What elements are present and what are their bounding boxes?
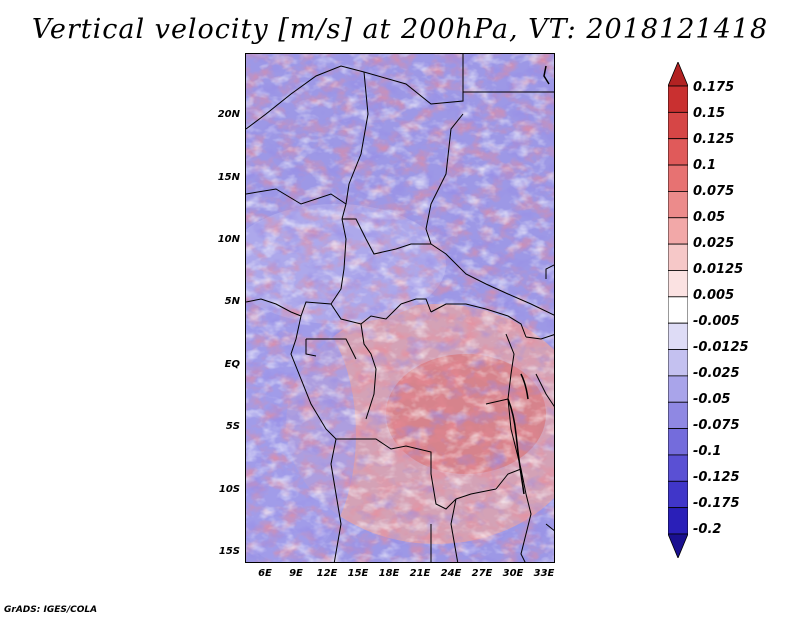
lat-label-10s: 10S [218,484,240,495]
colorbar-label: -0.05 [693,392,731,407]
colorbar-label: -0.075 [693,418,740,433]
colorbar-label: -0.125 [693,470,740,485]
lon-label-27e: 27E [471,568,493,579]
colorbar-swatch [668,454,688,482]
map-field [246,54,554,562]
colorbar-label: 0.125 [693,132,735,147]
lat-label-20n: 20N [217,109,240,120]
colorbar-swatch [668,533,688,558]
colorbar-label: -0.2 [693,522,722,537]
lon-label-21e: 21E [409,568,431,579]
colorbar-swatch [668,111,688,140]
lon-label-33e: 33E [533,568,555,579]
colorbar-swatch [668,401,688,429]
colorbar-swatch [668,85,688,113]
colorbar-label: 0.005 [693,288,735,303]
chart-title: Vertical velocity [m/s] at 200hPa, VT: 2… [31,14,769,45]
colorbar-swatch [668,138,688,166]
colorbar-label: -0.025 [693,366,740,381]
colorbar-label: 0.175 [693,80,735,95]
lon-label-30e: 30E [502,568,524,579]
lat-label-eq: EQ [224,359,240,370]
colorbar-swatch [668,480,688,509]
map-panel [245,53,555,563]
colorbar [668,62,688,558]
lat-label-5s: 5S [225,421,240,432]
colorbar-swatch [668,375,688,403]
lon-label-9e: 9E [289,568,303,579]
lon-label-24e: 24E [440,568,462,579]
colorbar-label: -0.005 [693,314,740,329]
colorbar-label: -0.175 [693,496,740,511]
grads-credit: GrADS: IGES/COLA [4,605,98,615]
lat-label-10n: 10N [217,234,240,245]
colorbar-swatch [668,349,688,377]
colorbar-label: 0.05 [693,210,726,225]
colorbar-label: -0.0125 [693,340,749,355]
colorbar-swatch [668,217,688,245]
colorbar-label: 0.025 [693,236,735,251]
lon-label-12e: 12E [316,568,338,579]
lat-label-15s: 15S [218,546,240,557]
colorbar-swatch [668,164,688,192]
colorbar-swatch [668,270,688,298]
colorbar-label: 0.0125 [693,262,744,277]
colorbar-label: 0.1 [693,158,717,173]
colorbar-swatch [668,191,688,219]
colorbar-swatch [668,62,688,87]
lat-label-15n: 15N [217,172,240,183]
colorbar-label: 0.15 [693,106,726,121]
colorbar-label: -0.1 [693,444,722,459]
lon-label-15e: 15E [347,568,369,579]
colorbar-label: 0.075 [693,184,735,199]
colorbar-swatch [668,428,688,456]
colorbar-swatch [668,243,688,271]
colorbar-swatch [668,507,688,535]
lon-label-18e: 18E [378,568,400,579]
lon-label-6e: 6E [258,568,272,579]
lat-label-5n: 5N [224,296,240,307]
colorbar-swatch [668,322,688,350]
colorbar-swatch [668,296,688,324]
